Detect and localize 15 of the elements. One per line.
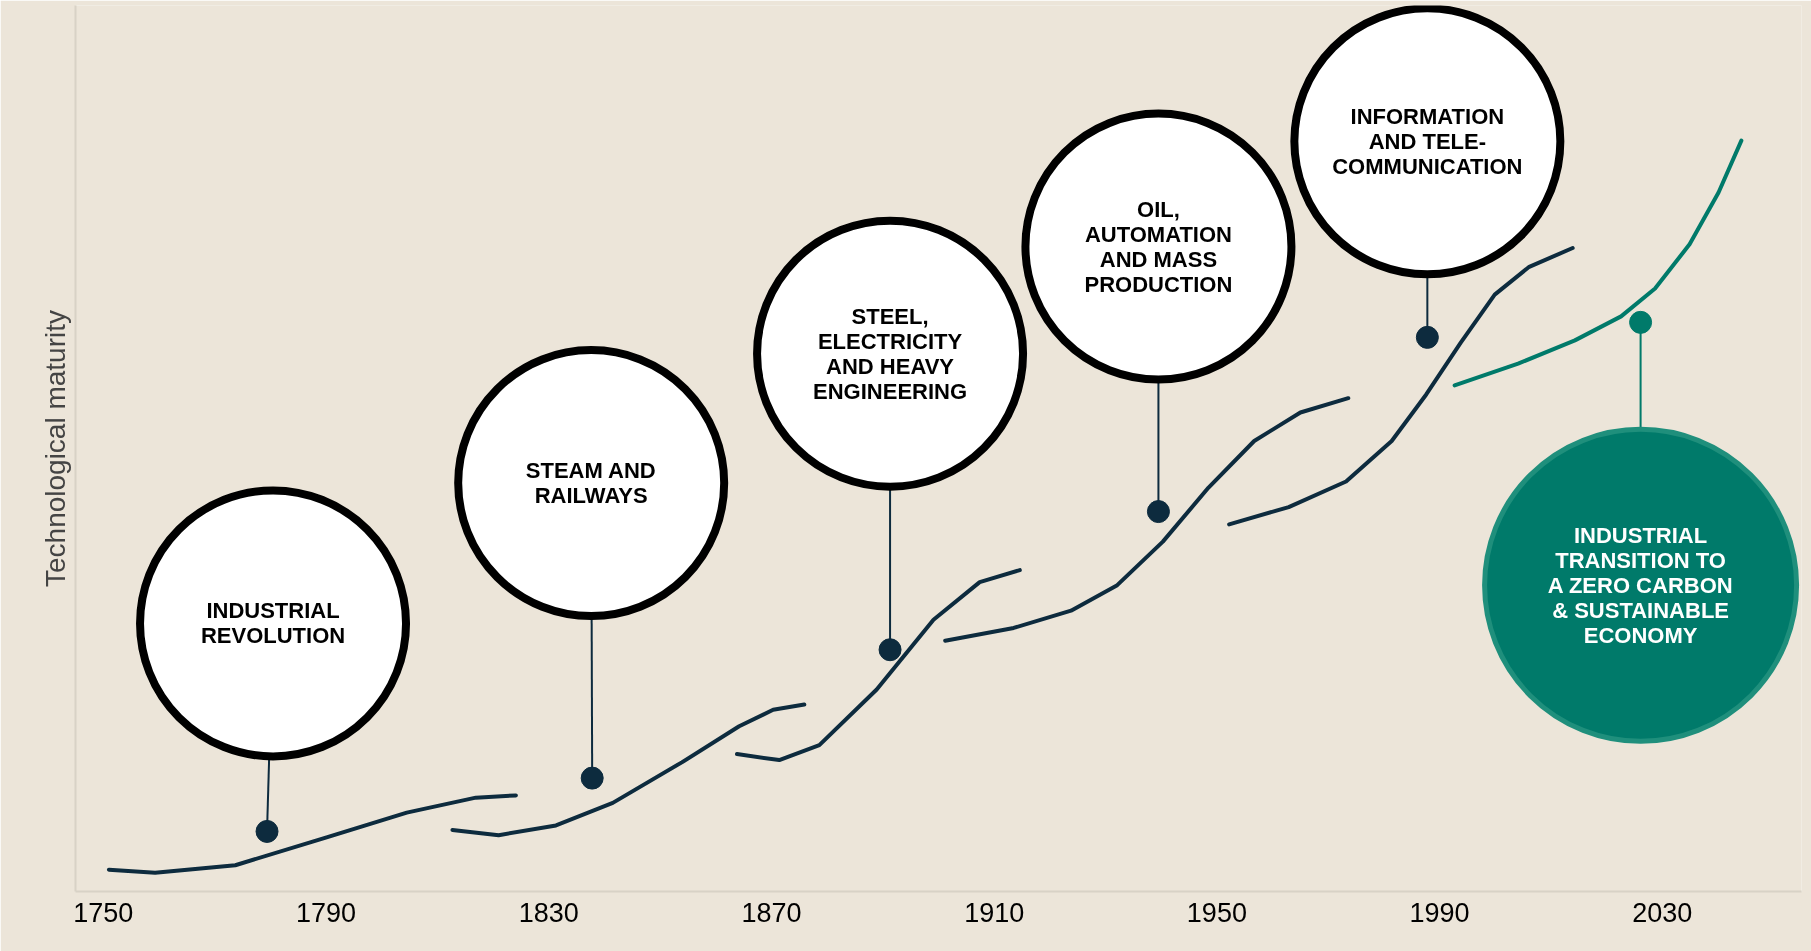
annotation: OIL, AUTOMATION AND MASS PRODUCTION — [1084, 196, 1233, 297]
x-tick-label: 1990 — [1409, 897, 1470, 928]
x-tick-label: 1910 — [964, 897, 1025, 928]
annotation: INDUSTRIAL TRANSITION TO A ZERO CARBON & SUSTAINABLE ECONOMY — [1547, 522, 1733, 648]
x-tick-label: 1830 — [518, 897, 579, 928]
x-tick-label: 1750 — [73, 897, 134, 928]
x-tick-label: 1870 — [741, 897, 802, 928]
x-tick-label: 1950 — [1186, 897, 1247, 928]
annotation: INDUSTRIAL REVOLUTION — [200, 598, 346, 649]
annotation: INFORMATION AND TELE- COMMUNICATION — [1332, 103, 1523, 179]
annotation: STEAM AND RAILWAYS — [525, 458, 656, 509]
y-axis-title: Technological maturity — [39, 309, 71, 588]
x-tick-label: 1790 — [296, 897, 357, 928]
annotation: STEEL, ELECTRICITY AND HEAVY ENGINEERING — [813, 303, 968, 404]
x-tick-label: 2030 — [1632, 897, 1693, 928]
